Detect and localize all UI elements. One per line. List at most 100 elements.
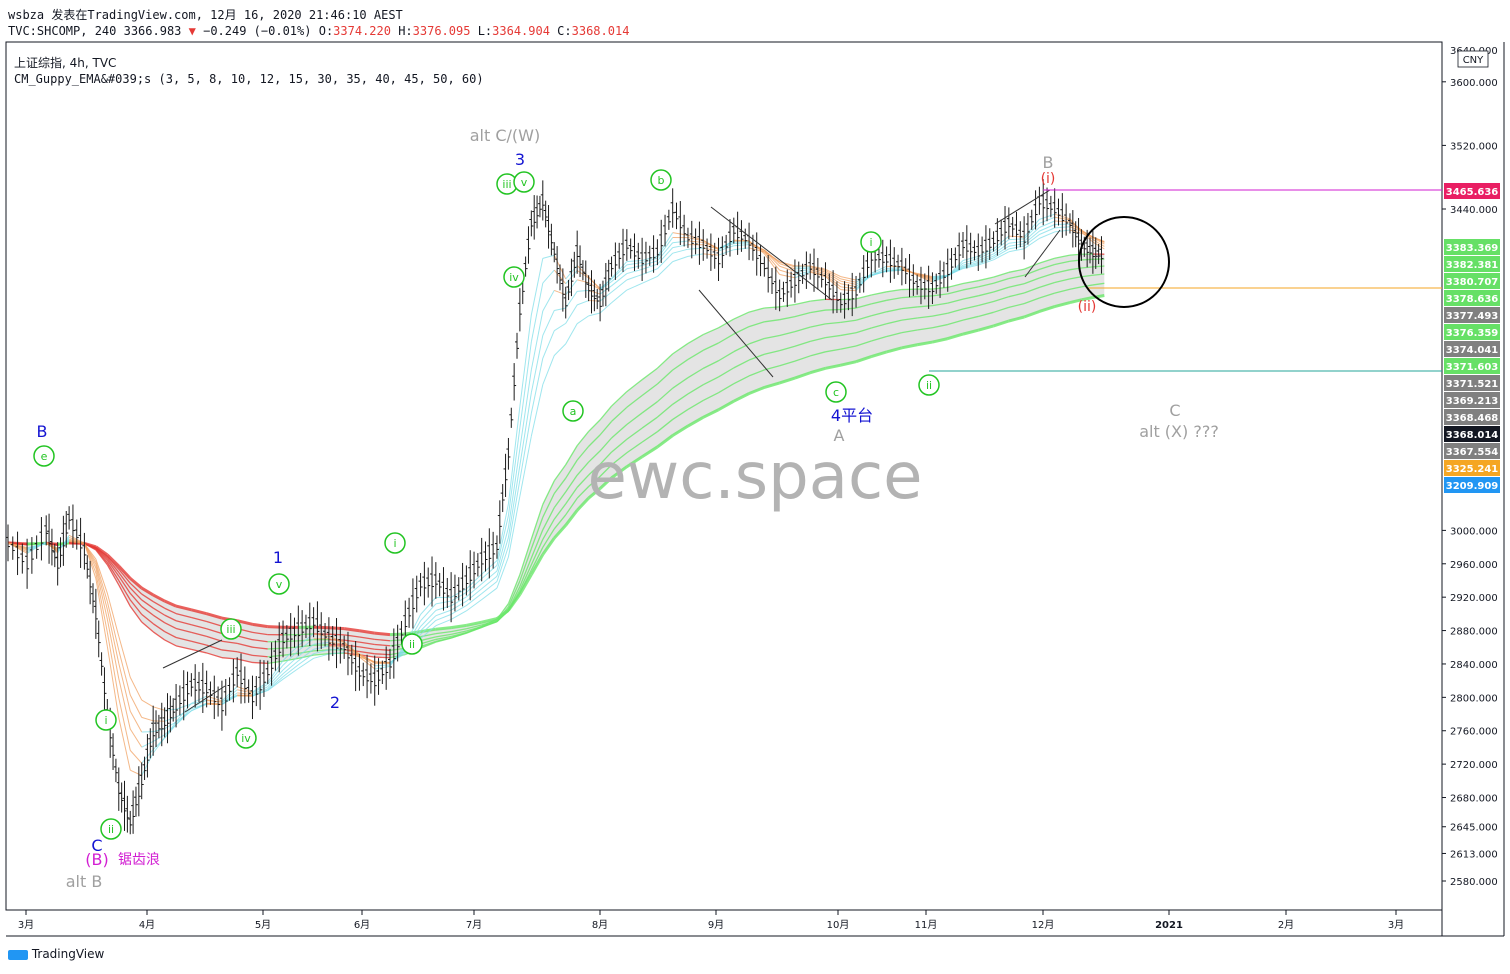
long-ema-line bbox=[313, 653, 329, 656]
short-ema-line bbox=[626, 274, 643, 281]
long-ema-line bbox=[870, 350, 888, 359]
long-ema-line bbox=[840, 360, 857, 367]
long-ema-line bbox=[206, 620, 223, 627]
highlight-circle bbox=[1078, 216, 1170, 308]
long-ema-line bbox=[1008, 274, 1025, 280]
wave-label-circle bbox=[384, 532, 406, 554]
wave-label: C bbox=[1169, 401, 1180, 420]
trendline bbox=[1024, 229, 1061, 278]
long-ema-line bbox=[626, 455, 643, 468]
wave-label: C bbox=[91, 836, 102, 855]
long-ema-line bbox=[175, 612, 192, 619]
long-ema-line bbox=[733, 375, 750, 385]
wave-label: 4平台 bbox=[831, 406, 873, 425]
long-ema-line bbox=[152, 593, 166, 603]
long-ema-line bbox=[530, 547, 544, 571]
price-tag-bg bbox=[1444, 443, 1500, 459]
long-ema-line bbox=[840, 345, 857, 350]
long-ema-line bbox=[962, 280, 979, 285]
price-tag-bg bbox=[1444, 426, 1500, 442]
long-ema-line bbox=[95, 548, 108, 563]
short-ema-line bbox=[298, 633, 314, 646]
short-ema-line bbox=[577, 289, 589, 292]
long-ema-line bbox=[565, 487, 578, 505]
long-ema-line bbox=[164, 630, 177, 639]
long-ema-line bbox=[588, 434, 601, 447]
wave-label: a bbox=[570, 405, 577, 418]
long-ema-line bbox=[576, 486, 590, 499]
long-ema-line bbox=[221, 640, 238, 645]
long-ema-line bbox=[947, 308, 964, 314]
wave-label-circle bbox=[918, 374, 940, 396]
long-ema-line bbox=[106, 562, 120, 581]
long-ema-line bbox=[687, 384, 704, 395]
short-ema-line bbox=[450, 610, 467, 620]
long-ema-line bbox=[129, 582, 143, 595]
ohlc-line: TVC:SHCOMP, 240 3366.983 ▼ −0.249 (−0.01… bbox=[8, 24, 629, 38]
short-ema-line bbox=[95, 572, 108, 633]
short-ema-line bbox=[542, 310, 555, 336]
short-ema-line bbox=[282, 664, 299, 678]
long-ema-line bbox=[733, 311, 750, 320]
x-tick-label: 4月 bbox=[139, 919, 155, 931]
short-ema-line bbox=[530, 282, 544, 342]
long-ema-line bbox=[565, 459, 578, 479]
long-ema-line bbox=[779, 331, 796, 337]
short-ema-line bbox=[1092, 237, 1105, 242]
long-ema-line bbox=[779, 345, 796, 352]
short-ema-line bbox=[466, 583, 483, 598]
short-ema-line bbox=[530, 310, 544, 370]
price-tag-bg bbox=[1444, 477, 1500, 493]
short-ema-line bbox=[496, 556, 509, 589]
y-tick-label: 2880.000 bbox=[1450, 627, 1498, 638]
long-ema-line bbox=[481, 617, 498, 624]
short-ema-line bbox=[129, 750, 143, 764]
long-ema-line bbox=[553, 464, 567, 482]
long-ema-line bbox=[947, 332, 964, 341]
long-ema-line bbox=[855, 327, 872, 334]
long-ema-line bbox=[252, 631, 268, 636]
long-ema-line bbox=[748, 337, 765, 345]
long-ema-line bbox=[191, 640, 207, 646]
long-ema-line bbox=[129, 587, 143, 601]
long-ema-line bbox=[641, 367, 658, 381]
wave-label: A bbox=[834, 426, 845, 445]
wave-label: alt (X) ??? bbox=[1139, 422, 1219, 441]
short-ema-line bbox=[152, 737, 165, 750]
long-ema-line bbox=[519, 538, 532, 575]
short-ema-line bbox=[282, 650, 299, 666]
long-ema-line bbox=[507, 574, 521, 604]
wave-label: v bbox=[521, 176, 528, 189]
long-ema-line bbox=[886, 288, 902, 293]
short-ema-line bbox=[191, 703, 207, 710]
short-ema-line bbox=[420, 625, 437, 639]
short-ema-line bbox=[672, 255, 689, 263]
long-ema-line bbox=[374, 643, 391, 647]
short-ema-line bbox=[519, 314, 532, 407]
short-ema-line bbox=[577, 279, 589, 284]
wave-label-circle bbox=[825, 381, 847, 403]
long-ema-line bbox=[641, 383, 658, 396]
long-ema-line bbox=[175, 645, 192, 651]
long-ema-line bbox=[435, 637, 452, 642]
long-ema-line bbox=[435, 630, 452, 635]
short-ema-line bbox=[118, 678, 131, 730]
long-ema-line bbox=[610, 465, 628, 480]
short-ema-line bbox=[519, 392, 532, 466]
long-ema-line bbox=[733, 359, 750, 369]
long-ema-line bbox=[359, 629, 375, 635]
short-ema-line bbox=[466, 588, 482, 602]
short-ema-line bbox=[507, 465, 521, 538]
short-ema-line bbox=[267, 664, 284, 685]
price-tag-bg bbox=[1444, 375, 1500, 391]
long-ema-line bbox=[587, 487, 602, 500]
price-tag-label: 3367.554 bbox=[1446, 447, 1499, 458]
wave-label: 1 bbox=[273, 548, 283, 567]
long-ema-line bbox=[565, 445, 578, 466]
wave-label: b bbox=[658, 174, 665, 187]
wave-label: iv bbox=[509, 271, 519, 284]
short-ema-line bbox=[599, 302, 612, 314]
long-ema-line bbox=[656, 353, 674, 369]
long-ema-line bbox=[962, 304, 979, 310]
